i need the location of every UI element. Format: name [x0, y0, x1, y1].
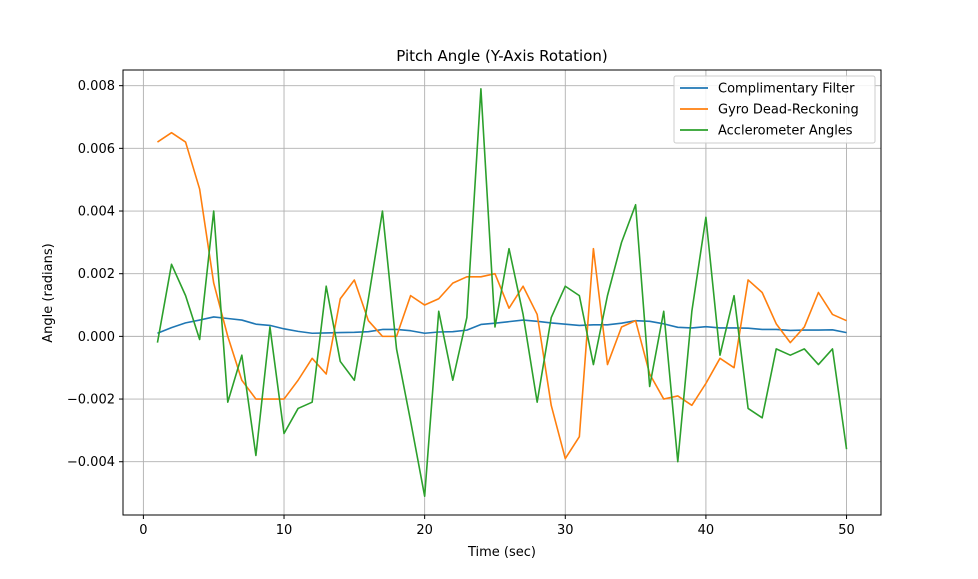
legend-box: [673, 75, 876, 144]
y-axis-label: Angle (radians): [41, 243, 56, 342]
y-tick-label: 0.004: [78, 205, 115, 220]
legend-item-gyro-dead-reckoning: Gyro Dead-Reckoning: [680, 103, 859, 118]
plot-area-frame: [122, 69, 882, 516]
y-tick-label: 0.000: [78, 330, 115, 345]
legend-label: Gyro Dead-Reckoning: [718, 103, 859, 118]
acclerometer-angles-line: [156, 88, 848, 498]
legend-item-acclerometer-angles: Acclerometer Angles: [680, 124, 853, 139]
y-tick-label: −0.002: [67, 393, 115, 408]
legend-items: Complimentary Filter Gyro Dead-Reckoning A…: [680, 82, 859, 139]
legend-item-complimentary-filter: Complimentary Filter: [680, 82, 855, 97]
series-lines: [156, 88, 848, 498]
x-tick-label: 0: [139, 523, 147, 538]
y-tick-label: 0.008: [78, 79, 115, 94]
y-tick-label: 0.002: [78, 267, 115, 282]
x-tick-label: 30: [557, 523, 574, 538]
legend-label: Acclerometer Angles: [718, 124, 853, 139]
x-tick-label: 50: [838, 523, 855, 538]
complimentary-filter-line: [157, 316, 847, 335]
legend-label: Complimentary Filter: [718, 82, 855, 97]
chart-legend: Complimentary Filter Gyro Dead-Reckoning A…: [673, 75, 876, 144]
y-tick-label: 0.006: [78, 142, 115, 157]
x-tick-label: 20: [416, 523, 433, 538]
y-tick-label: −0.004: [67, 455, 115, 470]
chart-title: Pitch Angle (Y-Axis Rotation): [396, 47, 608, 65]
y-axis-ticks: −0.004 −0.002 0.000 0.002 0.004 0.006 0.008: [67, 79, 123, 470]
x-tick-label: 40: [698, 523, 715, 538]
x-axis-ticks: 0 10 20 30 40 50: [139, 515, 855, 538]
x-tick-label: 10: [276, 523, 293, 538]
x-axis-label: Time (sec): [467, 545, 536, 560]
